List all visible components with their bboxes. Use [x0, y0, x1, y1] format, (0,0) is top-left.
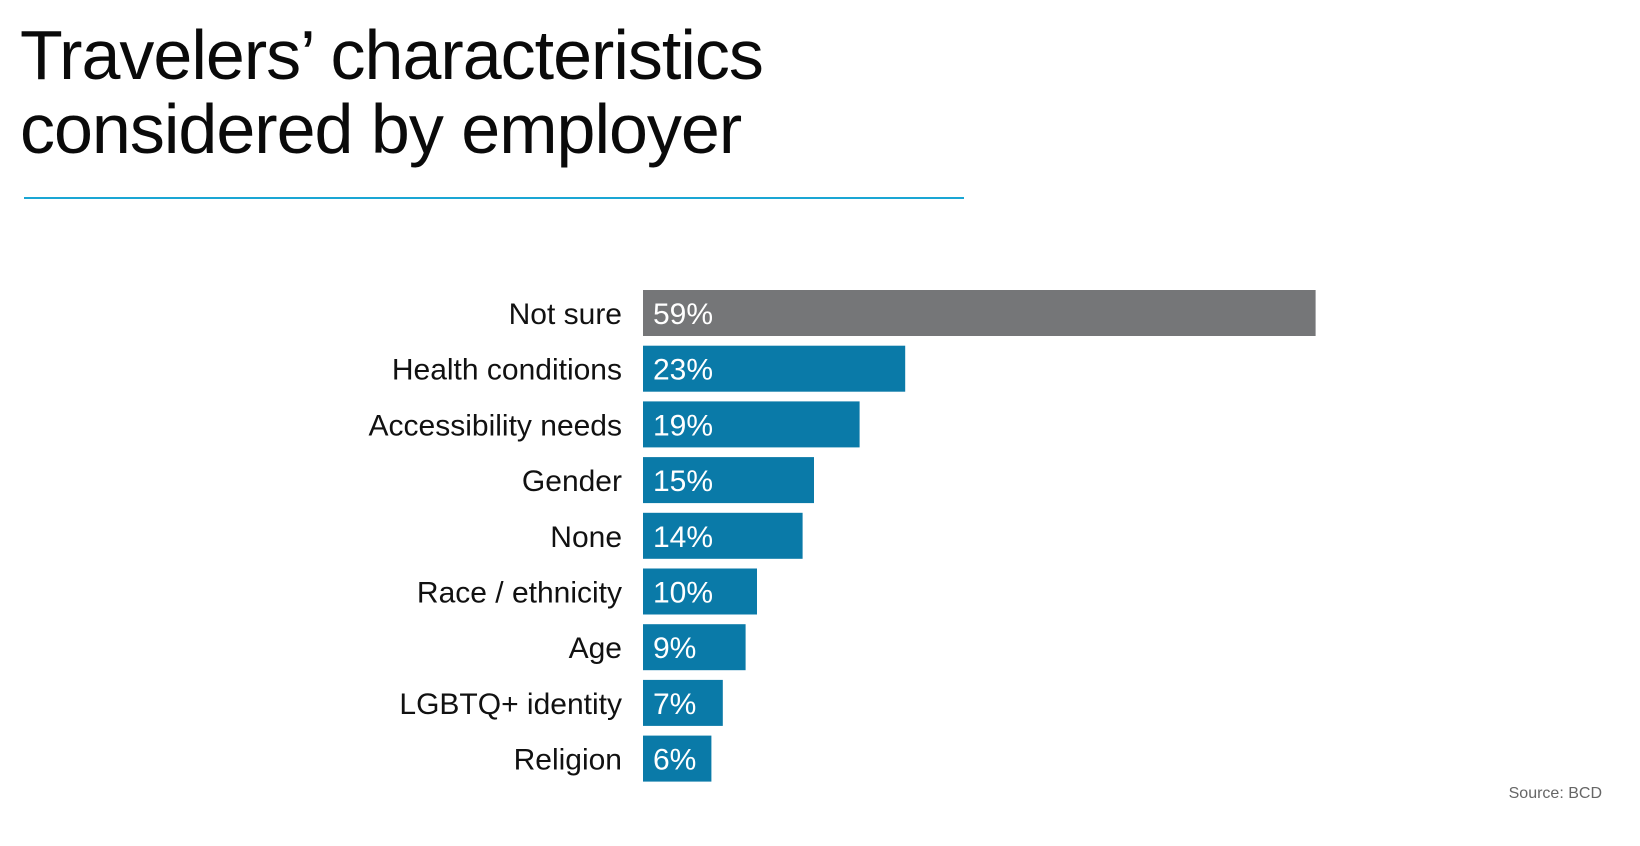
value-label-lgbtq-identity: 7% [653, 688, 696, 721]
chart-title-line-2: considered by employer [20, 90, 742, 168]
value-label-race-ethnicity: 10% [653, 577, 713, 610]
value-label-none: 14% [653, 521, 713, 554]
category-label-race-ethnicity: Race / ethnicity [417, 577, 622, 610]
category-label-religion: Religion [514, 744, 622, 777]
bar-age [643, 624, 746, 671]
source-note: Source: BCD [1508, 785, 1602, 802]
bar-none [643, 512, 803, 559]
value-label-not-sure: 59% [653, 298, 713, 331]
value-label-religion: 6% [653, 744, 696, 777]
bar-lgbtq-identity [643, 679, 723, 726]
value-label-accessibility-needs: 19% [653, 409, 713, 442]
category-label-not-sure: Not sure [509, 298, 622, 331]
chart-title: Travelers’ characteristics considered by… [20, 18, 1020, 166]
value-label-health-conditions: 23% [653, 354, 713, 387]
title-divider [24, 197, 964, 199]
bar-accessibility-needs [643, 401, 860, 448]
category-label-accessibility-needs: Accessibility needs [369, 409, 622, 442]
category-label-lgbtq-identity: LGBTQ+ identity [399, 688, 622, 721]
category-label-health-conditions: Health conditions [392, 354, 622, 387]
value-label-age: 9% [653, 632, 696, 665]
bar-race-ethnicity [643, 568, 757, 615]
category-label-gender: Gender [522, 465, 622, 498]
bar-health-conditions [643, 345, 906, 392]
value-label-gender: 15% [653, 465, 713, 498]
bar-not-sure [643, 290, 1316, 336]
category-label-age: Age [569, 632, 622, 665]
bar-religion [643, 735, 712, 782]
category-label-none: None [550, 521, 622, 554]
bar-gender [643, 457, 814, 504]
chart-title-line-1: Travelers’ characteristics [20, 16, 764, 94]
